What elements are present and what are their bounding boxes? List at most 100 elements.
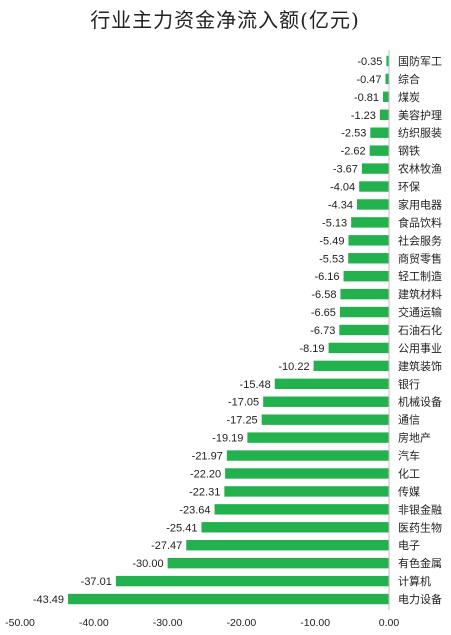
category-label-21: 房地产	[398, 431, 431, 445]
x-tick-label-5: 0.00	[379, 617, 400, 629]
category-label-11: 商贸零售	[398, 251, 442, 265]
category-label-27: 电子	[398, 539, 420, 552]
value-label-7: -4.04	[330, 182, 355, 194]
bar-10	[348, 235, 389, 246]
value-label-1: -0.47	[356, 74, 381, 86]
category-label-14: 交通运输	[398, 305, 442, 319]
category-label-4: 纺织服装	[398, 126, 442, 140]
category-label-10: 社会服务	[398, 233, 442, 247]
category-label-23: 化工	[398, 466, 420, 480]
bar-0	[386, 55, 389, 67]
value-label-23: -22.20	[190, 468, 221, 480]
bar-2	[383, 91, 389, 103]
value-label-30: -43.49	[33, 594, 64, 606]
category-label-13: 建筑材料	[398, 287, 442, 301]
category-label-2: 煤炭	[398, 91, 420, 104]
bars-group: -0.35 国防军工 -0.47 综合 -0.81 煤炭 -1.23 美容护理 -2.53 纺织服…	[33, 54, 442, 606]
value-label-21: -19.19	[212, 433, 243, 445]
x-tick-label-0: -50.00	[5, 617, 35, 629]
bar-22	[226, 450, 389, 461]
category-label-30: 电力设备	[398, 592, 442, 606]
value-label-3: -1.23	[351, 110, 376, 122]
category-label-8: 家用电器	[398, 197, 442, 211]
value-label-28: -30.00	[132, 558, 163, 570]
value-label-27: -27.47	[151, 540, 182, 552]
value-label-8: -4.34	[328, 199, 353, 211]
category-label-6: 农林牧渔	[398, 162, 442, 176]
bar-24	[224, 486, 389, 497]
value-label-15: -6.73	[310, 325, 335, 337]
value-label-26: -25.41	[166, 522, 197, 534]
category-label-24: 传媒	[398, 485, 420, 498]
bar-14	[339, 306, 389, 318]
bar-26	[201, 522, 389, 533]
value-label-24: -22.31	[189, 486, 220, 498]
bar-28	[167, 557, 389, 569]
x-axis: -50.00 -40.00 -30.00 -20.00 -10.00 0.00	[5, 50, 399, 629]
value-label-12: -6.16	[314, 271, 339, 283]
bar-12	[343, 270, 389, 282]
value-label-16: -8.19	[299, 343, 324, 355]
category-label-15: 石油石化	[398, 323, 442, 337]
bar-11	[348, 253, 389, 264]
bar-30	[68, 593, 389, 605]
category-label-25: 非银金融	[398, 502, 442, 516]
category-label-12: 轻工制造	[398, 269, 442, 283]
bar-5	[369, 145, 389, 156]
value-label-17: -10.22	[278, 361, 309, 373]
value-label-25: -23.64	[179, 504, 210, 516]
category-label-16: 公用事业	[398, 342, 442, 355]
category-label-22: 汽车	[398, 449, 420, 463]
bar-13	[340, 288, 389, 300]
value-label-18: -15.48	[240, 379, 271, 391]
value-label-19: -17.05	[228, 397, 259, 409]
value-label-11: -5.53	[319, 253, 344, 265]
category-label-1: 综合	[398, 72, 420, 86]
bar-16	[328, 342, 389, 354]
bar-27	[186, 540, 389, 551]
category-label-9: 食品饮料	[398, 215, 442, 229]
value-label-9: -5.13	[322, 217, 347, 229]
value-label-13: -6.58	[311, 289, 336, 301]
bar-3	[379, 109, 389, 120]
bar-1	[385, 73, 389, 85]
bar-9	[351, 217, 389, 228]
value-label-2: -0.81	[354, 92, 379, 104]
category-label-28: 有色金属	[398, 556, 442, 570]
x-tick-label-2: -30.00	[153, 617, 183, 629]
category-label-7: 环保	[398, 180, 420, 194]
category-label-17: 建筑装饰	[398, 359, 442, 373]
bar-19	[263, 396, 389, 407]
bar-6	[361, 163, 389, 174]
value-label-14: -6.65	[311, 307, 336, 319]
category-label-18: 银行	[398, 377, 420, 391]
value-label-4: -2.53	[341, 128, 366, 140]
category-label-5: 钢铁	[398, 145, 420, 158]
category-label-29: 计算机	[398, 574, 431, 588]
value-label-0: -0.35	[357, 56, 382, 68]
bar-21	[247, 432, 389, 443]
value-label-29: -37.01	[81, 576, 112, 588]
bar-29	[115, 575, 390, 587]
value-label-5: -2.62	[341, 146, 366, 158]
category-label-3: 美容护理	[398, 108, 442, 122]
value-label-10: -5.49	[319, 235, 344, 247]
value-label-20: -17.25	[226, 415, 257, 427]
value-label-22: -21.97	[192, 451, 223, 463]
bar-7	[359, 181, 389, 192]
bar-25	[214, 504, 389, 515]
bar-4	[370, 127, 389, 138]
bar-17	[313, 360, 389, 372]
bar-18	[274, 378, 389, 390]
value-label-6: -3.67	[333, 164, 358, 176]
x-tick-label-1: -40.00	[79, 617, 109, 629]
category-label-0: 国防军工	[398, 54, 442, 68]
category-label-20: 通信	[398, 414, 420, 427]
bar-20	[261, 414, 389, 425]
category-label-26: 医药生物	[398, 520, 442, 534]
x-tick-label-3: -20.00	[227, 617, 257, 629]
x-tick-label-4: -10.00	[300, 617, 330, 629]
bar-23	[225, 468, 389, 479]
category-label-19: 机械设备	[398, 395, 442, 409]
